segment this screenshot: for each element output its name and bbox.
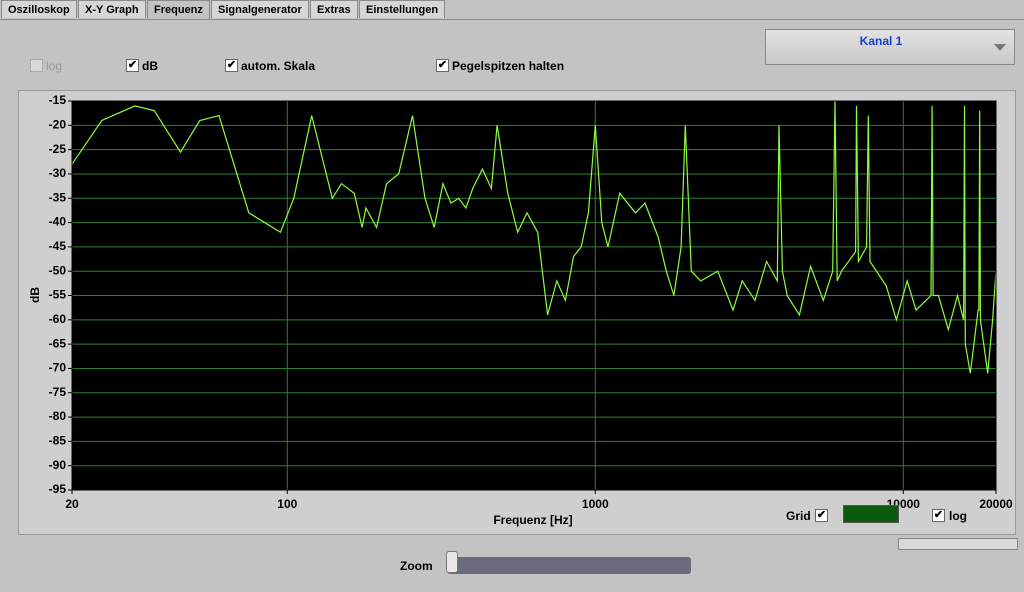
y-tick-label: -35: [49, 190, 67, 204]
x-tick-label: 20: [65, 497, 79, 511]
y-tick-label: -20: [49, 117, 67, 131]
x-tick-label: 20000: [979, 497, 1013, 511]
tab[interactable]: Frequenz: [147, 0, 210, 20]
tab[interactable]: Extras: [310, 0, 358, 18]
x-scrollbar[interactable]: [898, 538, 1018, 550]
y-tick-label: -25: [49, 142, 67, 156]
spectrum-line: [71, 100, 997, 374]
grid-checkbox[interactable]: ✔: [815, 509, 828, 522]
tab[interactable]: X-Y Graph: [78, 0, 146, 18]
option-checkbox[interactable]: ✔: [436, 59, 449, 72]
channel-dropdown[interactable]: Kanal 1: [765, 29, 1015, 65]
y-tick-label: -45: [49, 239, 67, 253]
y-tick-label: -60: [49, 312, 67, 326]
y-tick-label: -40: [49, 215, 67, 229]
zoom-label: Zoom: [400, 559, 433, 573]
dropdown-arrow: [994, 44, 1006, 51]
log-label: log: [949, 509, 967, 523]
tab[interactable]: Signalgenerator: [211, 0, 309, 18]
y-tick-label: -85: [49, 434, 67, 448]
option-label: dB: [142, 59, 158, 73]
x-tick-label: 100: [277, 497, 297, 511]
option-checkbox[interactable]: ✔: [126, 59, 139, 72]
y-tick-label: -90: [49, 458, 67, 472]
y-tick-label: -80: [49, 409, 67, 423]
log-checkbox[interactable]: ✔: [932, 509, 945, 522]
y-tick-label: -70: [49, 361, 67, 375]
option-label: autom. Skala: [241, 59, 316, 73]
y-tick-label: -95: [49, 482, 67, 496]
x-axis-label: Frequenz [Hz]: [493, 513, 572, 527]
x-tick-label: 1000: [582, 497, 609, 511]
y-tick-label: -55: [49, 288, 67, 302]
tab-line: [0, 19, 1024, 20]
channel-value: Kanal 1: [859, 34, 903, 48]
grid-color[interactable]: [843, 505, 899, 523]
tab[interactable]: Einstellungen: [359, 0, 446, 18]
option-label: Pegelspitzen halten: [452, 59, 565, 73]
y-tick-label: -75: [49, 385, 67, 399]
plot-border: [71, 100, 997, 491]
option-checkbox: [30, 59, 43, 72]
y-tick-label: -15: [49, 93, 67, 107]
y-tick-label: -50: [49, 263, 67, 277]
y-tick-label: -30: [49, 166, 67, 180]
zoom-slider[interactable]: [447, 557, 691, 574]
zoom-thumb[interactable]: [446, 551, 458, 573]
grid-label: Grid: [786, 509, 811, 523]
y-tick-label: -65: [49, 336, 67, 350]
y-axis-label: dB: [28, 287, 42, 303]
option-checkbox[interactable]: ✔: [225, 59, 238, 72]
option-label: log: [46, 59, 63, 73]
tab[interactable]: Oszilloskop: [1, 0, 77, 18]
